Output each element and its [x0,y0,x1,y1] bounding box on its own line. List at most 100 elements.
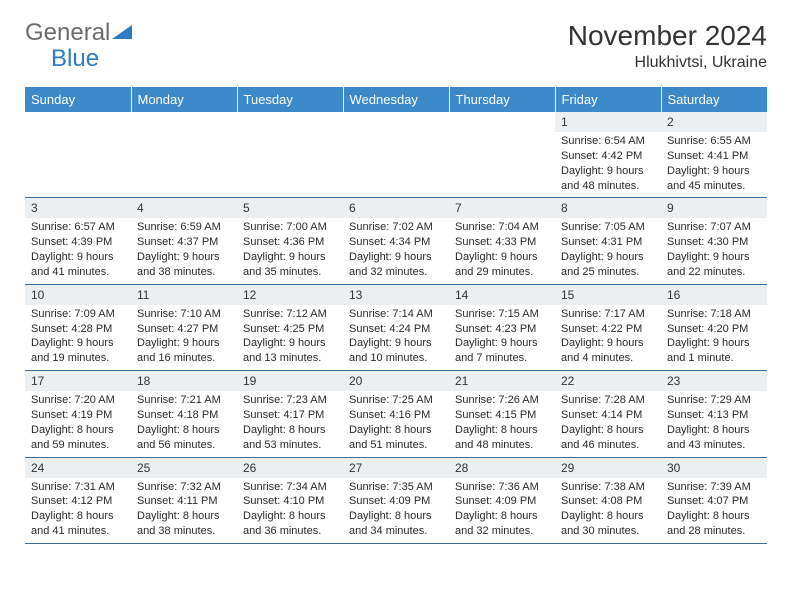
day-details: Sunrise: 7:31 AMSunset: 4:12 PMDaylight:… [25,478,131,543]
day-cell: 7Sunrise: 7:04 AMSunset: 4:33 PMDaylight… [449,198,555,284]
day-details: Sunrise: 7:39 AMSunset: 4:07 PMDaylight:… [661,478,767,543]
day-number: 27 [343,458,449,478]
day-details: Sunrise: 7:10 AMSunset: 4:27 PMDaylight:… [131,305,237,370]
day-number: 29 [555,458,661,478]
day-number: 17 [25,371,131,391]
day-cell: .. [25,112,131,198]
day-number: 13 [343,285,449,305]
day-cell: 20Sunrise: 7:25 AMSunset: 4:16 PMDayligh… [343,371,449,457]
logo-text: General Blue [25,20,132,71]
day-number: 2 [661,112,767,132]
day-number: 6 [343,198,449,218]
day-details: Sunrise: 7:29 AMSunset: 4:13 PMDaylight:… [661,391,767,456]
day-number: 18 [131,371,237,391]
day-number: 28 [449,458,555,478]
location: Hlukhivtsi, Ukraine [568,54,767,72]
day-details: Sunrise: 7:07 AMSunset: 4:30 PMDaylight:… [661,218,767,283]
day-cell: 15Sunrise: 7:17 AMSunset: 4:22 PMDayligh… [555,284,661,370]
day-number: 25 [131,458,237,478]
weekday-friday: Friday [555,87,661,112]
day-number: 23 [661,371,767,391]
day-cell: 28Sunrise: 7:36 AMSunset: 4:09 PMDayligh… [449,457,555,543]
day-cell: 3Sunrise: 6:57 AMSunset: 4:39 PMDaylight… [25,198,131,284]
day-cell: 13Sunrise: 7:14 AMSunset: 4:24 PMDayligh… [343,284,449,370]
day-cell: 17Sunrise: 7:20 AMSunset: 4:19 PMDayligh… [25,371,131,457]
logo-line2: Blue [51,45,99,72]
week-row: 3Sunrise: 6:57 AMSunset: 4:39 PMDaylight… [25,198,767,284]
day-number: 12 [237,285,343,305]
week-row: 24Sunrise: 7:31 AMSunset: 4:12 PMDayligh… [25,457,767,543]
day-details: Sunrise: 7:00 AMSunset: 4:36 PMDaylight:… [237,218,343,283]
day-details: Sunrise: 6:55 AMSunset: 4:41 PMDaylight:… [661,132,767,197]
weekday-saturday: Saturday [661,87,767,112]
day-cell: 1Sunrise: 6:54 AMSunset: 4:42 PMDaylight… [555,112,661,198]
day-number: 19 [237,371,343,391]
day-cell: 24Sunrise: 7:31 AMSunset: 4:12 PMDayligh… [25,457,131,543]
day-cell: 12Sunrise: 7:12 AMSunset: 4:25 PMDayligh… [237,284,343,370]
day-number: 30 [661,458,767,478]
day-details: Sunrise: 7:23 AMSunset: 4:17 PMDaylight:… [237,391,343,456]
day-cell: 9Sunrise: 7:07 AMSunset: 4:30 PMDaylight… [661,198,767,284]
day-cell: 10Sunrise: 7:09 AMSunset: 4:28 PMDayligh… [25,284,131,370]
day-cell: 5Sunrise: 7:00 AMSunset: 4:36 PMDaylight… [237,198,343,284]
day-details: Sunrise: 7:35 AMSunset: 4:09 PMDaylight:… [343,478,449,543]
day-cell: 4Sunrise: 6:59 AMSunset: 4:37 PMDaylight… [131,198,237,284]
day-cell: 18Sunrise: 7:21 AMSunset: 4:18 PMDayligh… [131,371,237,457]
day-number: 21 [449,371,555,391]
day-details: Sunrise: 7:26 AMSunset: 4:15 PMDaylight:… [449,391,555,456]
day-cell: 29Sunrise: 7:38 AMSunset: 4:08 PMDayligh… [555,457,661,543]
weekday-tuesday: Tuesday [237,87,343,112]
day-number: 15 [555,285,661,305]
day-details: Sunrise: 7:21 AMSunset: 4:18 PMDaylight:… [131,391,237,456]
day-details: Sunrise: 6:59 AMSunset: 4:37 PMDaylight:… [131,218,237,283]
day-cell: .. [449,112,555,198]
day-details: Sunrise: 7:02 AMSunset: 4:34 PMDaylight:… [343,218,449,283]
day-details: Sunrise: 6:54 AMSunset: 4:42 PMDaylight:… [555,132,661,197]
day-number: 11 [131,285,237,305]
week-row: ..........1Sunrise: 6:54 AMSunset: 4:42 … [25,112,767,198]
day-details: Sunrise: 7:36 AMSunset: 4:09 PMDaylight:… [449,478,555,543]
week-row: 17Sunrise: 7:20 AMSunset: 4:19 PMDayligh… [25,371,767,457]
day-cell: 11Sunrise: 7:10 AMSunset: 4:27 PMDayligh… [131,284,237,370]
day-details: Sunrise: 7:28 AMSunset: 4:14 PMDaylight:… [555,391,661,456]
day-cell: 8Sunrise: 7:05 AMSunset: 4:31 PMDaylight… [555,198,661,284]
logo-line1: General [25,19,110,46]
logo-triangle-icon [112,21,132,46]
day-details: Sunrise: 7:20 AMSunset: 4:19 PMDaylight:… [25,391,131,456]
day-cell: 30Sunrise: 7:39 AMSunset: 4:07 PMDayligh… [661,457,767,543]
day-number: 24 [25,458,131,478]
day-number: 4 [131,198,237,218]
day-details: Sunrise: 6:57 AMSunset: 4:39 PMDaylight:… [25,218,131,283]
day-cell: 22Sunrise: 7:28 AMSunset: 4:14 PMDayligh… [555,371,661,457]
day-cell: 14Sunrise: 7:15 AMSunset: 4:23 PMDayligh… [449,284,555,370]
day-number: 9 [661,198,767,218]
day-number: 1 [555,112,661,132]
page-title: November 2024 [568,20,767,52]
weekday-monday: Monday [131,87,237,112]
calendar-body: ..........1Sunrise: 6:54 AMSunset: 4:42 … [25,112,767,543]
calendar-table: SundayMondayTuesdayWednesdayThursdayFrid… [25,87,767,544]
day-number: 10 [25,285,131,305]
day-number: 14 [449,285,555,305]
header: General Blue November 2024 Hlukhivtsi, U… [25,20,767,72]
title-area: November 2024 Hlukhivtsi, Ukraine [568,20,767,72]
weekday-wednesday: Wednesday [343,87,449,112]
day-details: Sunrise: 7:15 AMSunset: 4:23 PMDaylight:… [449,305,555,370]
day-cell: 21Sunrise: 7:26 AMSunset: 4:15 PMDayligh… [449,371,555,457]
day-details: Sunrise: 7:32 AMSunset: 4:11 PMDaylight:… [131,478,237,543]
day-cell: 23Sunrise: 7:29 AMSunset: 4:13 PMDayligh… [661,371,767,457]
day-number: 20 [343,371,449,391]
day-cell: .. [131,112,237,198]
day-number: 8 [555,198,661,218]
day-cell: 16Sunrise: 7:18 AMSunset: 4:20 PMDayligh… [661,284,767,370]
day-details: Sunrise: 7:04 AMSunset: 4:33 PMDaylight:… [449,218,555,283]
weekday-row: SundayMondayTuesdayWednesdayThursdayFrid… [25,87,767,112]
day-details: Sunrise: 7:12 AMSunset: 4:25 PMDaylight:… [237,305,343,370]
day-details: Sunrise: 7:38 AMSunset: 4:08 PMDaylight:… [555,478,661,543]
day-number: 16 [661,285,767,305]
day-details: Sunrise: 7:05 AMSunset: 4:31 PMDaylight:… [555,218,661,283]
day-cell: 2Sunrise: 6:55 AMSunset: 4:41 PMDaylight… [661,112,767,198]
day-details: Sunrise: 7:18 AMSunset: 4:20 PMDaylight:… [661,305,767,370]
day-number: 5 [237,198,343,218]
day-cell: .. [237,112,343,198]
